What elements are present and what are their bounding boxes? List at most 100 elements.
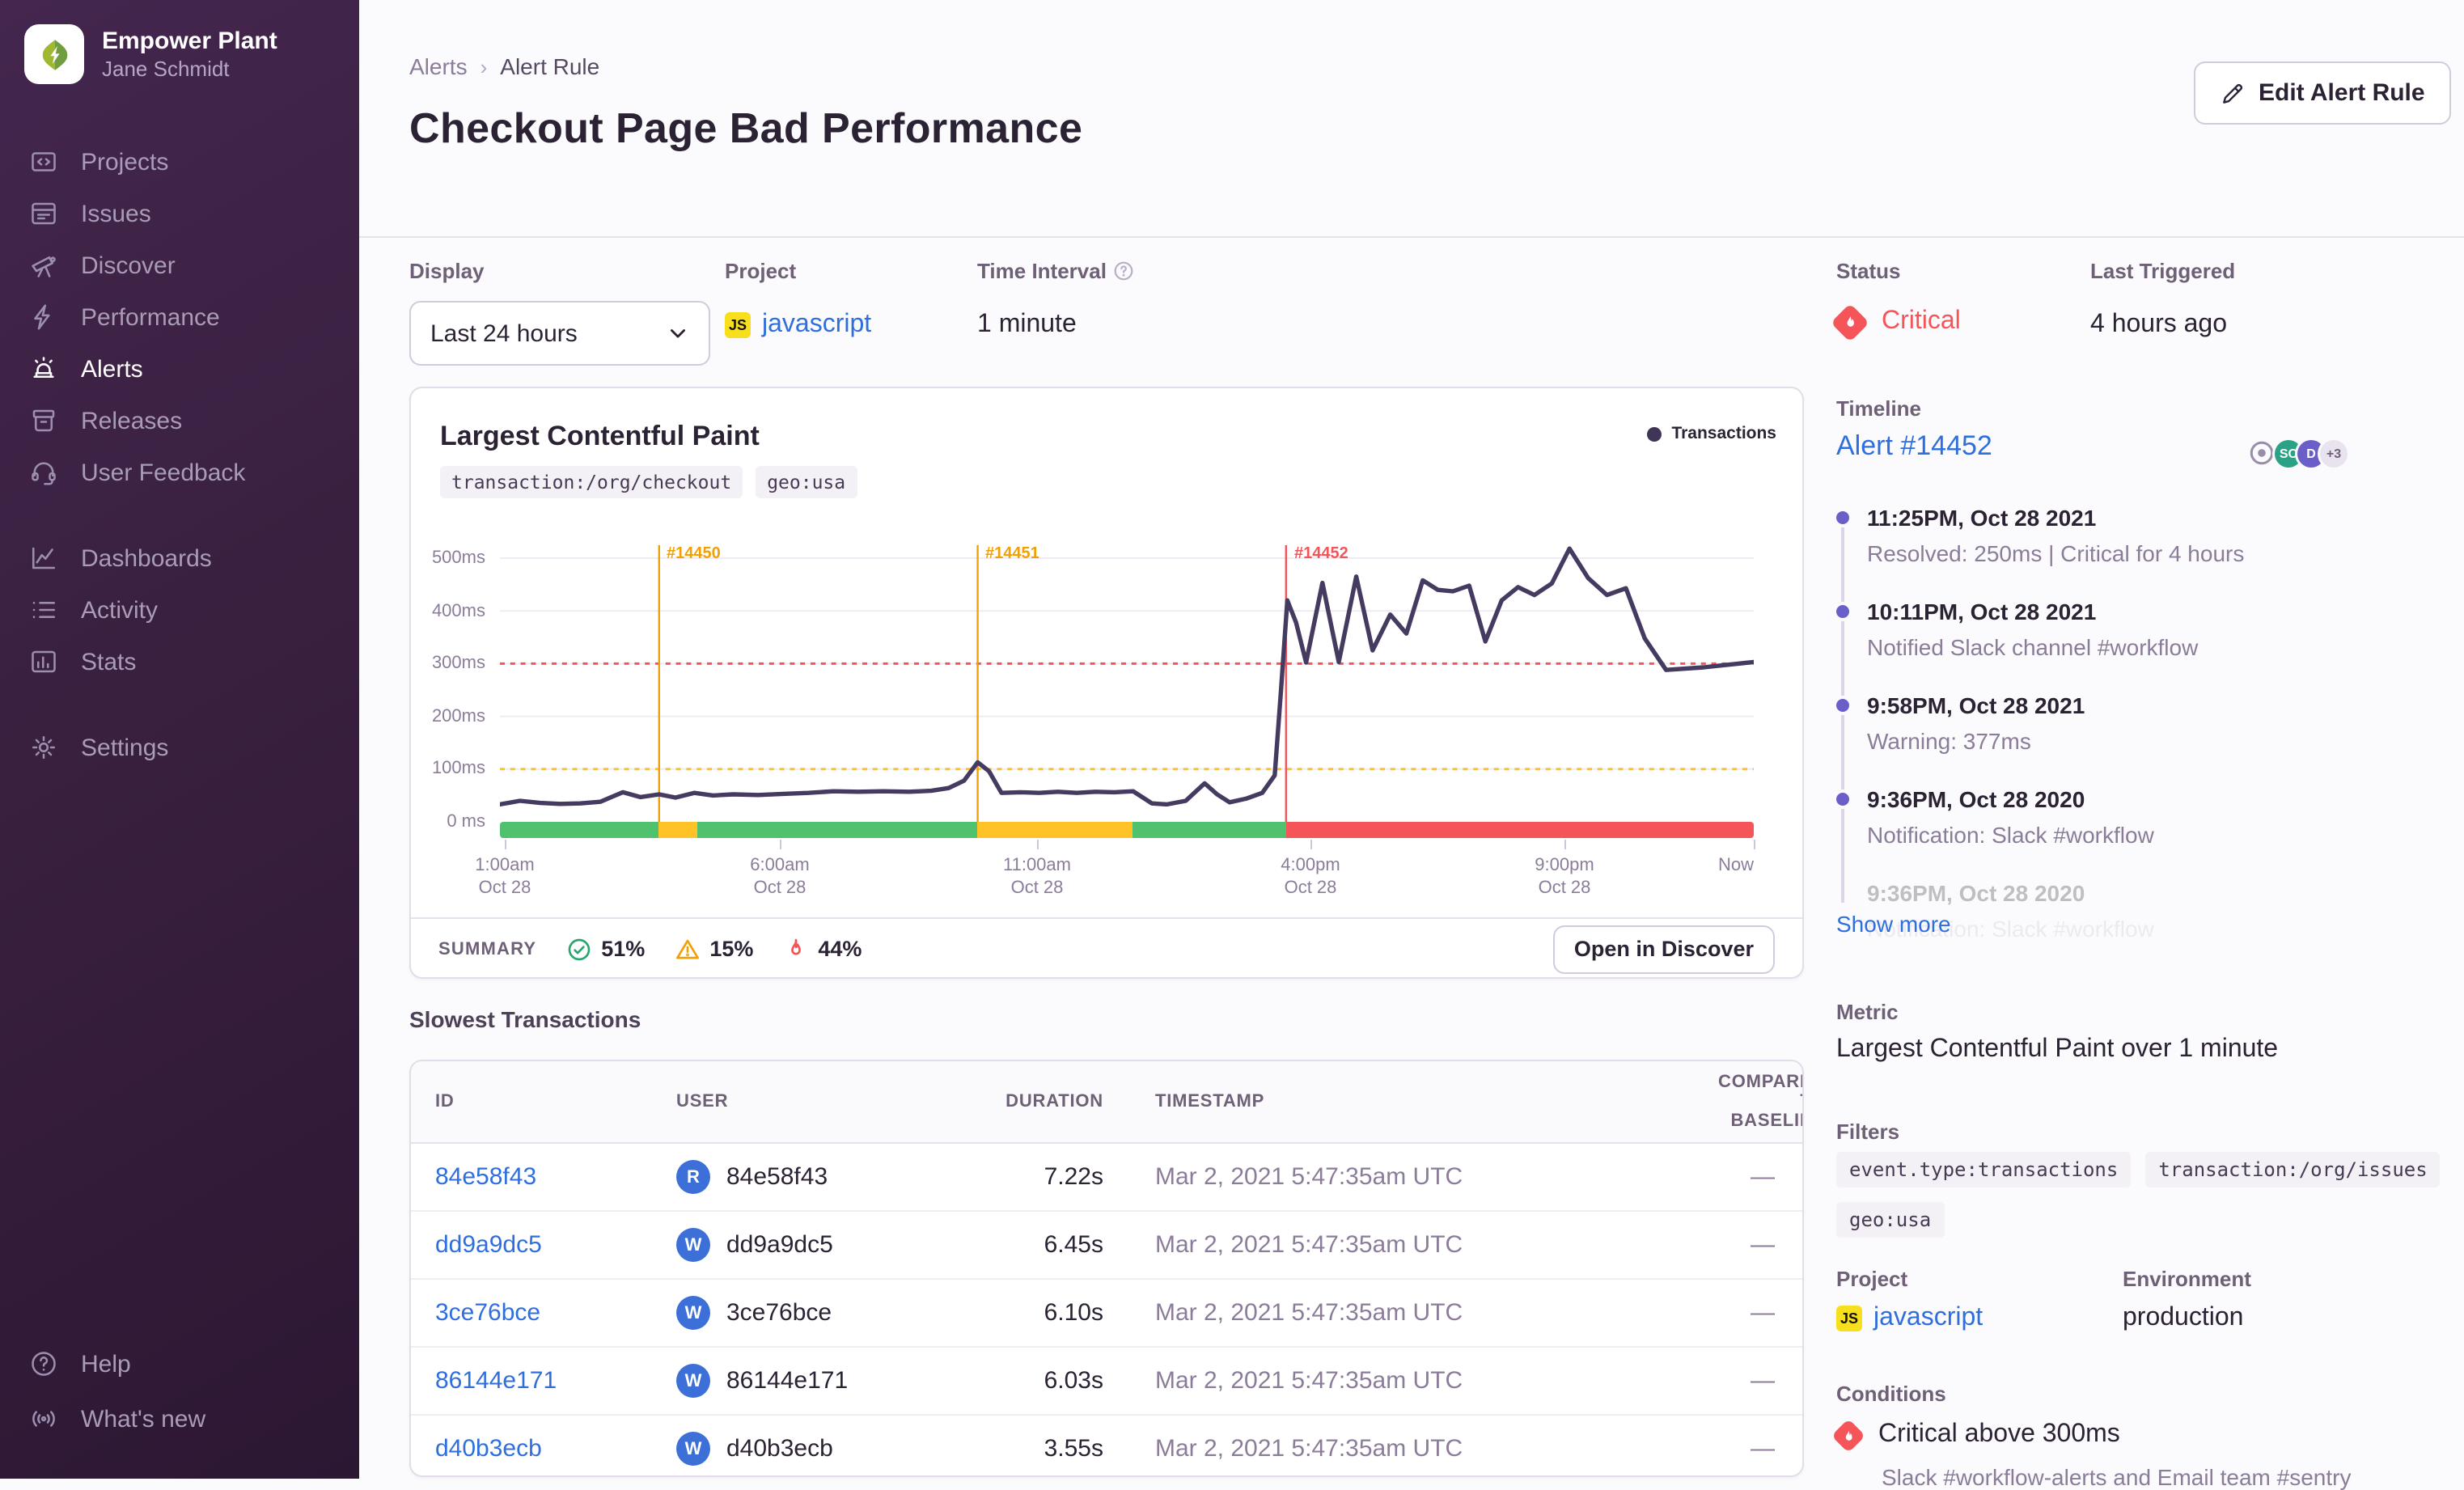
timeline-entry: 9:58PM, Oct 28 2021 Warning: 377ms	[1836, 692, 2461, 756]
dashboards-icon	[29, 544, 58, 573]
performance-icon	[29, 303, 58, 332]
transaction-baseline: —	[1751, 1299, 1775, 1327]
transaction-duration: 3.55s	[1044, 1435, 1103, 1462]
activity-icon	[29, 595, 58, 624]
y-axis-tick: 400ms	[431, 602, 485, 621]
alerts-icon	[29, 354, 58, 383]
timeline-entry-desc: Warning: 377ms	[1867, 728, 2031, 754]
flame-icon	[790, 938, 801, 955]
show-more-link[interactable]: Show more	[1836, 911, 1951, 937]
table-row[interactable]: 3ce76bce W 3ce76bce 6.10s Mar 2, 2021 5:4…	[411, 1280, 1802, 1348]
x-axis-tickmark	[1310, 840, 1312, 849]
display-select[interactable]: Last 24 hours	[409, 301, 710, 366]
sidebar-item-releases[interactable]: Releases	[0, 395, 359, 447]
timeline-entry: 10:11PM, Oct 28 2021 Notified Slack chan…	[1836, 599, 2461, 662]
help-icon	[29, 1349, 58, 1378]
environment-value: production	[2123, 1304, 2244, 1331]
empower-plant-logo-icon	[41, 39, 67, 70]
transaction-baseline: —	[1751, 1231, 1775, 1259]
sidebar-item-label: Help	[81, 1350, 131, 1378]
transaction-timestamp: Mar 2, 2021 5:47:35am UTC	[1155, 1299, 1463, 1327]
transaction-id-link[interactable]: d40b3ecb	[435, 1435, 542, 1462]
details-project-link[interactable]: JS javascript	[1836, 1304, 1983, 1333]
x-axis-tickmark	[780, 840, 781, 849]
sidebar-item-label: Dashboards	[81, 544, 212, 572]
column-header: ID	[435, 1092, 455, 1111]
releases-icon	[29, 406, 58, 435]
sidebar-item-settings[interactable]: Settings	[0, 722, 359, 773]
details-project-label: Project	[1836, 1267, 1908, 1291]
sidebar-item-alerts[interactable]: Alerts	[0, 343, 359, 395]
x-axis-tickmark	[1564, 840, 1566, 849]
project-label: Project	[725, 259, 797, 283]
user-avatar: W	[676, 1364, 710, 1398]
sidebar-item-what-s-new[interactable]: What's new	[0, 1391, 359, 1446]
last-triggered-value: 4 hours ago	[2090, 311, 2228, 338]
breadcrumb: Alerts › Alert Rule	[409, 53, 599, 79]
y-axis-tick: 300ms	[431, 654, 485, 673]
transaction-timestamp: Mar 2, 2021 5:47:35am UTC	[1155, 1231, 1463, 1259]
edit-alert-rule-button[interactable]: Edit Alert Rule	[2194, 61, 2451, 125]
user-avatar: W	[676, 1296, 710, 1330]
summary-ok: 51%	[565, 936, 645, 962]
sidebar-item-issues[interactable]: Issues	[0, 188, 359, 239]
sidebar-item-projects[interactable]: Projects	[0, 136, 359, 188]
discover-icon	[29, 251, 58, 280]
metric-value: Largest Contentful Paint over 1 minute	[1836, 1035, 2279, 1063]
y-axis-tick: 500ms	[431, 548, 485, 568]
chart-filter-tags: transaction:/org/checkout geo:usa	[440, 466, 857, 498]
table-row[interactable]: 86144e171 W 86144e171 6.03s Mar 2, 2021 5…	[411, 1348, 1802, 1416]
critical-flame-icon	[1830, 302, 1870, 342]
open-in-discover-button[interactable]: Open in Discover	[1552, 925, 1775, 973]
help-circle-icon[interactable]	[1113, 260, 1134, 281]
alert-id-link[interactable]: Alert #14452	[1836, 430, 1992, 461]
timeline-entry: 9:36PM, Oct 28 2020 Notification: Slack …	[1836, 880, 2461, 943]
sidebar-item-stats[interactable]: Stats	[0, 636, 359, 688]
sidebar-item-user-feedback[interactable]: User Feedback	[0, 447, 359, 498]
sidebar-item-dashboards[interactable]: Dashboards	[0, 532, 359, 584]
x-axis-tick: 4:00pm Oct 28	[1281, 856, 1340, 898]
transaction-id-link[interactable]: 84e58f43	[435, 1163, 537, 1191]
incident-marker-label[interactable]: #14451	[985, 545, 1039, 563]
transaction-timestamp: Mar 2, 2021 5:47:35am UTC	[1155, 1435, 1463, 1462]
transaction-duration: 6.10s	[1044, 1299, 1103, 1327]
x-axis-tick: 11:00am Oct 28	[1003, 856, 1071, 898]
project-link-label: javascript	[762, 311, 872, 338]
timeline-connector	[1841, 524, 1844, 903]
slowest-transactions-heading: Slowest Transactions	[409, 1006, 641, 1032]
sidebar-item-help[interactable]: Help	[0, 1336, 359, 1391]
header-divider	[359, 236, 2464, 238]
table-row[interactable]: 84e58f43 R 84e58f43 7.22s Mar 2, 2021 5:4…	[411, 1144, 1802, 1212]
transaction-baseline: —	[1751, 1435, 1775, 1462]
incident-marker-label[interactable]: #14450	[667, 545, 721, 563]
transaction-id-link[interactable]: 3ce76bce	[435, 1299, 541, 1327]
org-switcher[interactable]: Empower Plant Jane Schmidt	[0, 0, 359, 84]
metric-chart-card: Largest Contentful Paint transaction:/or…	[409, 387, 1804, 979]
chart-legend: Transactions	[1647, 424, 1776, 443]
lcp-line-chart[interactable]	[500, 539, 1754, 838]
check-circle-icon	[567, 938, 590, 960]
x-axis-tick: 1:00am Oct 28	[475, 856, 535, 898]
project-link[interactable]: JS javascript	[725, 311, 871, 340]
transaction-user: R 84e58f43	[676, 1160, 967, 1194]
status-badge: Critical	[1830, 302, 1961, 342]
transaction-id-link[interactable]: 86144e171	[435, 1367, 557, 1395]
sidebar-item-performance[interactable]: Performance	[0, 291, 359, 343]
y-axis-tick: 100ms	[431, 759, 485, 778]
sidebar-item-activity[interactable]: Activity	[0, 584, 359, 636]
user-feedback-icon	[29, 458, 58, 487]
breadcrumb-alerts[interactable]: Alerts	[409, 53, 468, 79]
sidebar-item-discover[interactable]: Discover	[0, 239, 359, 291]
summary-label: SUMMARY	[438, 939, 537, 959]
avatar[interactable]: +3	[2320, 439, 2348, 467]
incident-marker-label[interactable]: #14452	[1294, 545, 1348, 563]
sidebar-item-label: Issues	[81, 200, 151, 227]
last-triggered-label: Last Triggered	[2090, 259, 2236, 283]
timeline-entry-date: 11:25PM, Oct 28 2021	[1867, 505, 2097, 531]
filter-pill: event.type:transactions	[1836, 1152, 2132, 1187]
filter-pill: geo:usa	[1836, 1202, 1945, 1238]
transaction-id-link[interactable]: dd9a9dc5	[435, 1231, 542, 1259]
